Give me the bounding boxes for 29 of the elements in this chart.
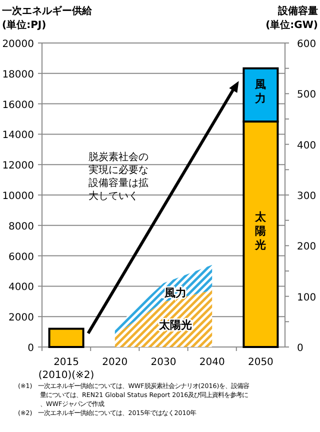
y-tick-label: 8000 [8,221,34,232]
y2-axis-title: 設備容量 (単位:GW) [266,5,318,31]
y-tick-label: 12000 [2,160,34,172]
y2-tick-label: 100 [297,292,316,304]
y-tick-label: 10000 [2,191,34,202]
series-label: 風力 [164,286,186,300]
y-tick-label: 18000 [2,69,34,80]
annotation: 脱炭素社会の実現に必要な設備容量は拡大していく [88,151,148,202]
y-tick-label: 4000 [8,282,34,294]
y2-tick-label: 0 [297,343,304,354]
x-tick-label: 2030 [150,357,176,368]
series-label: 風力 [254,78,266,105]
y-tick-label: 2000 [8,312,34,324]
x-tick-label: 2040 [199,357,225,368]
x-tick-label: 2020 [102,357,128,368]
y2-tick-label: 400 [297,140,316,152]
y-tick-label: 14000 [2,130,34,142]
y-tick-label: 20000 [2,39,34,50]
x-tick-label: 2050 [248,357,274,368]
y2-tick-label: 600 [297,39,316,50]
y2-tick-label: 300 [297,191,316,202]
x-tick-label: 2015 (2010)(※2) [38,357,94,381]
y2-tick-label: 200 [297,242,316,253]
y-tick-label: 16000 [2,100,34,111]
y2-tick-label: 500 [297,90,316,101]
y-tick-label: 0 [28,343,34,354]
series-label: 太陽光 [254,210,268,252]
y-axis-title: 一次エネルギー供給 (単位:PJ) [2,5,93,31]
y-tick-label: 6000 [8,252,34,263]
